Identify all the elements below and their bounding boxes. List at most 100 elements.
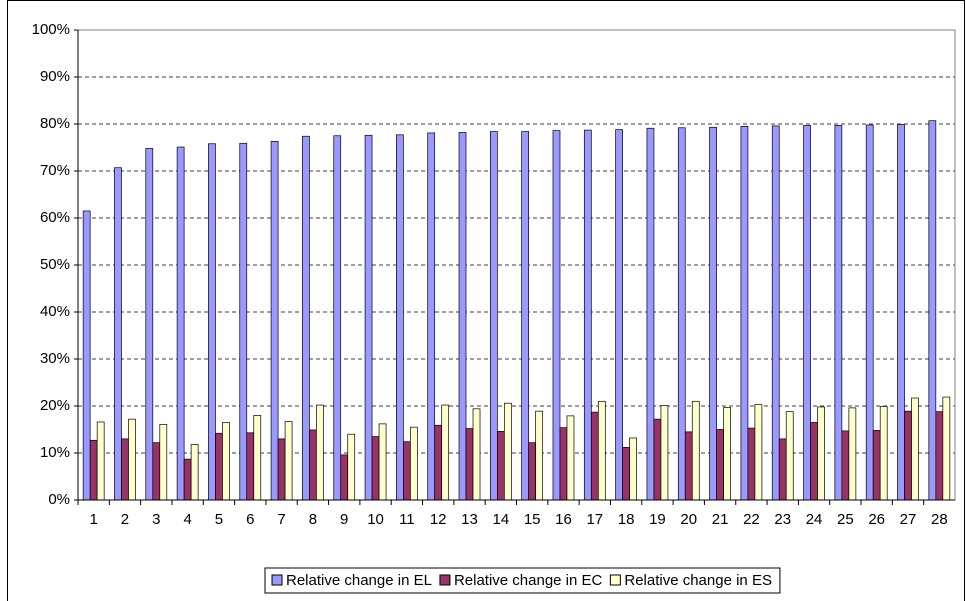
bar (364, 134, 373, 501)
bar (521, 131, 530, 501)
x-tick-label: 22 (743, 511, 760, 528)
bar (465, 428, 474, 501)
bar (121, 438, 129, 501)
bar (114, 167, 122, 501)
legend-label: Relative change in ES (624, 572, 772, 589)
bar (615, 129, 623, 501)
bar (817, 406, 825, 501)
bar (566, 415, 575, 501)
bar (872, 430, 881, 501)
bar (246, 432, 255, 501)
bar (935, 411, 944, 501)
bar (458, 132, 467, 501)
x-tick-label: 8 (309, 511, 317, 528)
bar (723, 407, 731, 501)
bar (942, 396, 951, 501)
x-tick-label: 21 (712, 511, 729, 528)
y-tick-label: 10% (40, 444, 70, 461)
x-tick-label: 12 (430, 511, 447, 528)
bar (82, 210, 91, 501)
bar (371, 436, 380, 501)
bar (911, 397, 919, 501)
bar (472, 408, 481, 501)
bar (629, 437, 637, 501)
legend-swatch (271, 574, 283, 586)
bar (152, 442, 161, 501)
bar (145, 148, 154, 501)
bar (677, 127, 686, 501)
x-tick-label: 3 (152, 511, 160, 528)
bar (904, 410, 912, 501)
bar (128, 418, 136, 501)
x-tick-label: 27 (900, 511, 917, 528)
bar (441, 404, 450, 501)
y-tick-label: 0% (48, 491, 70, 508)
bar (434, 424, 443, 501)
x-tick-label: 25 (837, 511, 854, 528)
bar (302, 135, 310, 501)
bar (716, 429, 724, 501)
bar (848, 407, 857, 501)
bar (552, 130, 561, 501)
legend-swatch (439, 574, 451, 586)
bar (622, 447, 630, 501)
bar (646, 127, 655, 501)
bar (489, 131, 498, 501)
x-tick-label: 6 (246, 511, 254, 528)
x-tick-label: 15 (524, 511, 541, 528)
y-tick-label: 80% (40, 115, 70, 132)
x-tick-label: 13 (461, 511, 478, 528)
y-tick-label: 90% (40, 68, 70, 85)
bar (208, 143, 216, 501)
legend-label: Relative change in EL (286, 572, 432, 589)
x-tick-label: 5 (215, 511, 223, 528)
bar (810, 422, 818, 501)
bar (309, 429, 317, 501)
bar (709, 126, 717, 501)
x-tick-label: 2 (121, 511, 129, 528)
x-tick-label: 28 (931, 511, 948, 528)
x-tick-label: 23 (774, 511, 791, 528)
bar (378, 423, 387, 501)
bar (803, 125, 811, 501)
bar (503, 402, 512, 501)
y-tick-label: 40% (40, 303, 70, 320)
bar (427, 132, 436, 501)
x-tick-label: 20 (680, 511, 697, 528)
y-tick-label: 60% (40, 209, 70, 226)
bar (684, 431, 693, 501)
y-tick-label: 30% (40, 350, 70, 367)
bar (841, 430, 850, 501)
bar (597, 400, 606, 501)
bar (785, 411, 794, 501)
bar (333, 135, 342, 501)
bar (660, 405, 669, 501)
x-tick-label: 17 (586, 511, 603, 528)
bar (496, 431, 505, 501)
bar (740, 125, 749, 501)
bar (410, 426, 418, 501)
bar (778, 438, 787, 501)
x-tick-label: 18 (618, 511, 635, 528)
bar (403, 441, 411, 501)
bar (215, 432, 223, 501)
x-tick-label: 1 (89, 511, 97, 528)
bar (176, 146, 185, 501)
bar (583, 129, 592, 501)
x-tick-label: 9 (340, 511, 348, 528)
bar (284, 421, 293, 501)
x-tick-label: 4 (183, 511, 191, 528)
y-tick-label: 70% (40, 162, 70, 179)
bar (347, 433, 356, 501)
bar (747, 427, 756, 501)
bar (535, 410, 544, 501)
bar (396, 134, 404, 501)
x-tick-label: 26 (868, 511, 885, 528)
bar (559, 427, 568, 501)
bar (277, 438, 286, 501)
bar (190, 444, 199, 501)
bar (879, 406, 888, 501)
bar (239, 142, 248, 501)
bar (270, 141, 279, 501)
